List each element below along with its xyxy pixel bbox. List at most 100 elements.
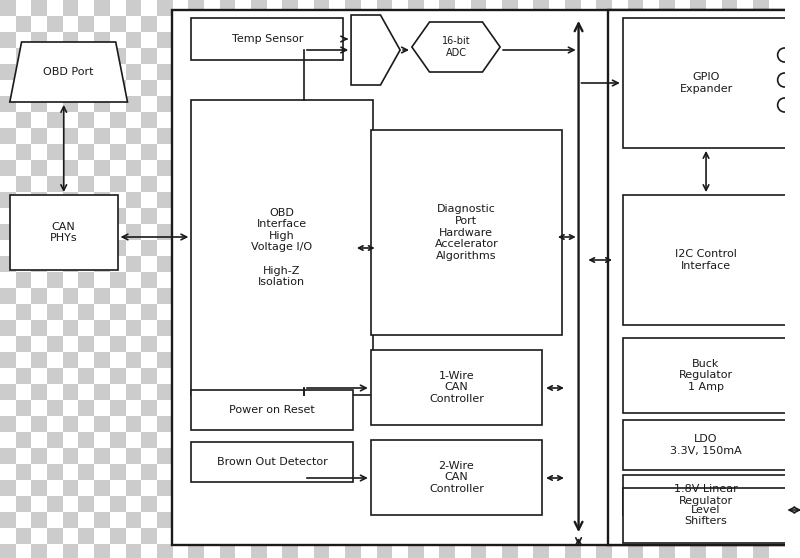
Bar	[16, 144, 31, 160]
Bar	[424, 144, 439, 160]
Bar	[659, 320, 674, 336]
Bar	[126, 288, 142, 304]
Bar	[690, 0, 706, 16]
Bar	[738, 208, 753, 224]
Bar	[47, 208, 62, 224]
Text: OBD Port: OBD Port	[43, 67, 94, 77]
Bar	[62, 384, 78, 400]
Bar	[251, 448, 266, 464]
Bar	[455, 400, 470, 416]
Bar	[674, 432, 690, 448]
Bar	[110, 304, 126, 320]
Bar	[298, 176, 314, 192]
Bar	[0, 32, 16, 48]
Bar	[738, 176, 753, 192]
Bar	[173, 496, 188, 512]
Bar	[47, 144, 62, 160]
Bar	[722, 448, 738, 464]
Bar	[392, 240, 408, 256]
Bar	[424, 272, 439, 288]
Bar	[188, 288, 204, 304]
Bar	[330, 496, 345, 512]
Bar	[142, 112, 157, 128]
Bar	[408, 0, 424, 16]
Bar	[204, 336, 220, 352]
Bar	[643, 336, 659, 352]
Bar	[191, 442, 353, 482]
Bar	[377, 544, 392, 558]
Bar	[424, 336, 439, 352]
Bar	[220, 320, 235, 336]
Bar	[769, 176, 785, 192]
Text: 2-Wire
CAN
Controller: 2-Wire CAN Controller	[429, 461, 484, 494]
Bar	[596, 64, 612, 80]
Bar	[282, 160, 298, 176]
Bar	[628, 544, 643, 558]
Bar	[235, 80, 251, 96]
Bar	[377, 256, 392, 272]
Bar	[769, 80, 785, 96]
Bar	[769, 368, 785, 384]
Bar	[110, 144, 126, 160]
Bar	[266, 528, 282, 544]
Bar	[738, 48, 753, 64]
Bar	[62, 320, 78, 336]
Bar	[518, 176, 534, 192]
Bar	[659, 512, 674, 528]
Bar	[659, 0, 674, 16]
Bar	[674, 464, 690, 480]
Bar	[330, 144, 345, 160]
Circle shape	[778, 48, 791, 62]
Bar	[738, 336, 753, 352]
Bar	[722, 224, 738, 240]
Bar	[690, 224, 706, 240]
Bar	[643, 112, 659, 128]
Bar	[282, 256, 298, 272]
Text: Temp Sensor: Temp Sensor	[231, 34, 303, 44]
Bar	[659, 352, 674, 368]
Bar	[738, 400, 753, 416]
Bar	[581, 464, 596, 480]
Bar	[722, 64, 738, 80]
Bar	[408, 544, 424, 558]
Bar	[62, 224, 78, 240]
Bar	[266, 432, 282, 448]
Bar	[439, 384, 455, 400]
Bar	[408, 64, 424, 80]
Bar	[251, 256, 266, 272]
Bar	[738, 464, 753, 480]
Bar	[565, 384, 581, 400]
Bar	[470, 480, 486, 496]
Bar	[455, 528, 470, 544]
Bar	[565, 0, 581, 16]
Bar	[110, 272, 126, 288]
Bar	[126, 192, 142, 208]
Bar	[486, 48, 502, 64]
Bar	[706, 304, 722, 320]
Bar	[549, 528, 565, 544]
Bar	[470, 224, 486, 240]
Bar	[790, 34, 800, 50]
Bar	[235, 48, 251, 64]
Bar	[345, 64, 361, 80]
Bar	[282, 0, 298, 16]
Bar	[518, 80, 534, 96]
Bar	[424, 368, 439, 384]
Bar	[628, 448, 643, 464]
Bar	[142, 240, 157, 256]
Bar	[110, 336, 126, 352]
Bar	[581, 368, 596, 384]
Bar	[126, 96, 142, 112]
Bar	[408, 128, 424, 144]
Bar	[235, 528, 251, 544]
Bar	[470, 64, 486, 80]
Bar	[753, 160, 769, 176]
Bar	[439, 160, 455, 176]
Bar	[424, 80, 439, 96]
Bar	[298, 48, 314, 64]
Bar	[612, 80, 628, 96]
Bar	[534, 224, 549, 240]
Bar	[298, 400, 314, 416]
Bar	[314, 288, 330, 304]
Bar	[282, 544, 298, 558]
